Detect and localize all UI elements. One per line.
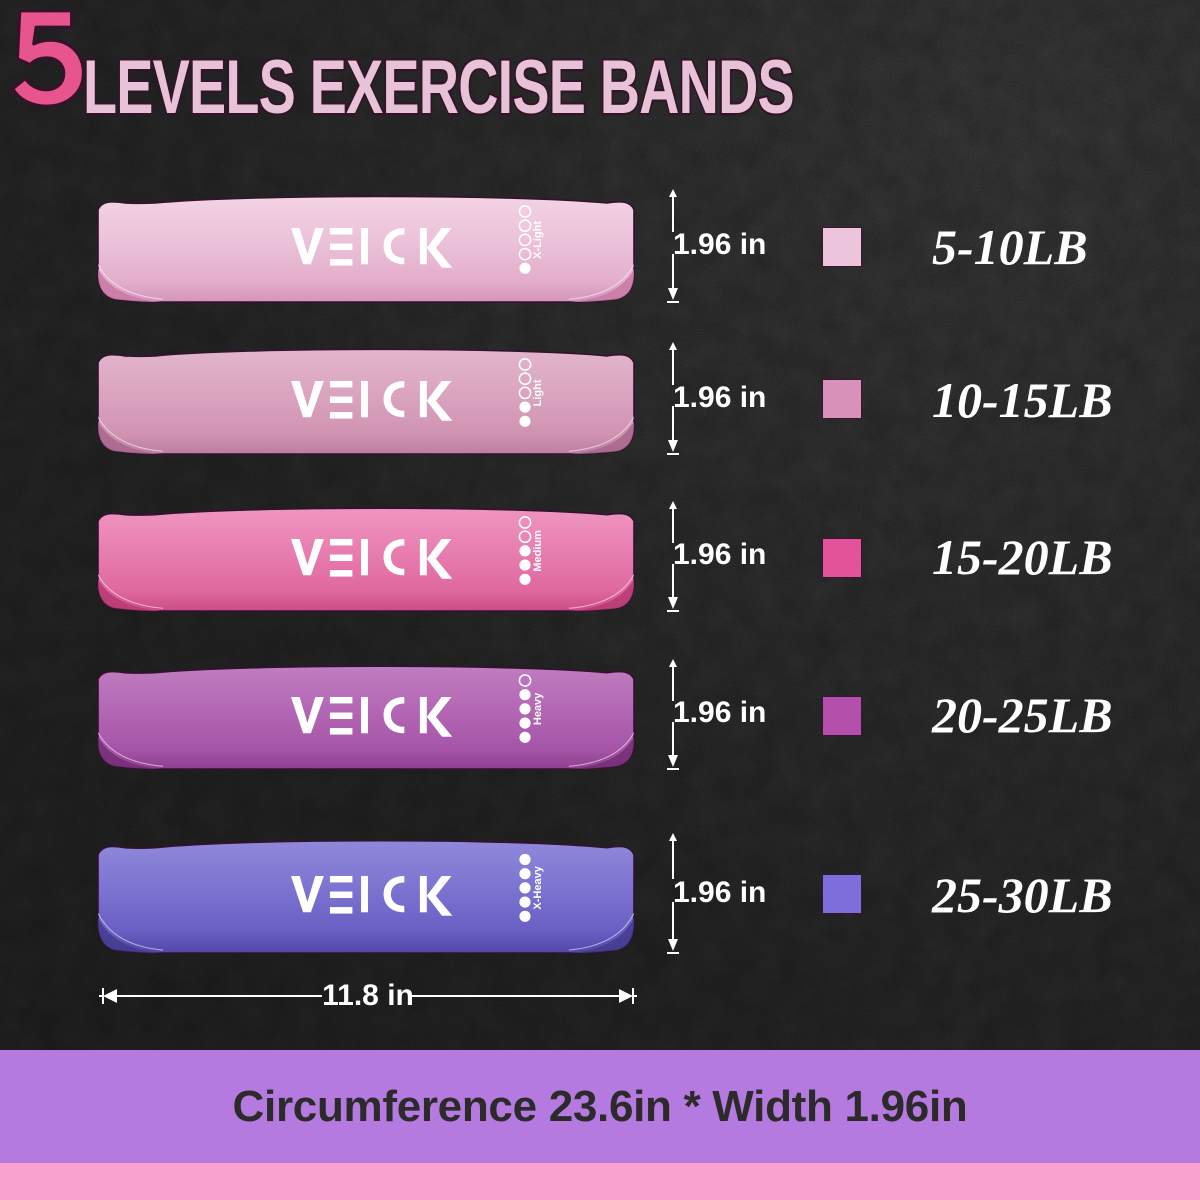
svg-text:Light: Light — [532, 379, 544, 406]
svg-text:X-Heavy: X-Heavy — [532, 865, 544, 909]
svg-text:X-Light: X-Light — [532, 221, 544, 259]
svg-text:Medium: Medium — [532, 529, 544, 571]
svg-text:Heavy: Heavy — [532, 691, 544, 724]
svg-text:11.8 in: 11.8 in — [322, 979, 414, 1012]
